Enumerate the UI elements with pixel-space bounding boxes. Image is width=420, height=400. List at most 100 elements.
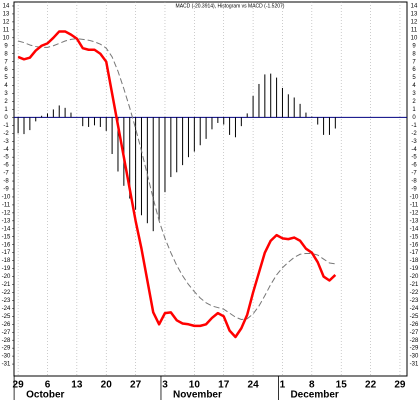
y-tick-label: 1 [4,107,8,113]
x-tick-label: 8 [309,380,315,391]
y-tick-label-right: -18 [410,258,419,264]
y-tick-label-right: 1 [412,107,416,113]
y-tick-label-right: -13 [410,218,419,224]
x-tick-label: 15 [336,380,348,391]
y-tick-label-right: -22 [410,290,419,296]
y-tick-label: -26 [2,322,11,328]
x-tick-label: 22 [365,380,377,391]
y-tick-label-right: -12 [410,210,419,216]
y-tick-label-right: -9 [411,187,417,193]
y-tick-label: 14 [3,4,10,10]
y-tick-label: -24 [2,306,11,312]
y-tick-label: 7 [4,59,8,65]
y-tick-label: 2 [4,99,8,105]
x-tick-label: 13 [71,380,83,391]
y-tick-label: -16 [2,242,11,248]
chart-title: MACD (-20.3914), Histogram vs MACD (-1.5… [176,3,285,9]
x-tick-label: 3 [162,380,168,391]
y-tick-label-right: 6 [412,67,416,73]
y-tick-label-right: -24 [410,306,419,312]
y-tick-label-right: 8 [412,51,416,57]
y-tick-label-right: -31 [410,362,419,368]
y-tick-label-right: 7 [412,59,416,65]
y-tick-label-right: -7 [411,171,417,177]
y-tick-label: -14 [2,226,11,232]
y-tick-label-right: -29 [410,346,419,352]
y-tick-label: -5 [3,155,9,161]
y-tick-label: -19 [2,266,11,272]
y-tick-label: -11 [2,202,11,208]
y-tick-label-right: -23 [410,298,419,304]
y-tick-label-right: -21 [410,282,419,288]
y-tick-label-right: -25 [410,314,419,320]
y-tick-label: -30 [2,354,11,360]
y-tick-label-right: 13 [411,12,418,18]
y-tick-label-right: -1 [411,123,417,129]
y-tick-label: -22 [2,290,11,296]
y-tick-label: -25 [2,314,11,320]
y-tick-label: 12 [3,19,10,25]
y-tick-label-right: -26 [410,322,419,328]
y-tick-label-right: -3 [411,139,417,145]
y-tick-label: 13 [3,12,10,18]
y-tick-label: 10 [3,35,10,41]
y-tick-label: 5 [4,75,8,81]
y-tick-label-right: -14 [410,226,419,232]
y-tick-label-right: 0 [412,115,416,121]
y-tick-label-right: 14 [411,4,418,10]
month-label: October [26,390,64,400]
signal-line [17,38,336,321]
y-tick-label: -2 [3,131,9,137]
y-tick-label: -8 [3,179,9,185]
y-tick-label: -15 [2,234,11,240]
y-tick-label: -7 [3,171,9,177]
x-tick-label: 1 [280,380,286,391]
y-tick-label: -10 [2,195,11,201]
y-tick-label-right: 3 [412,91,416,97]
y-tick-label: -27 [2,330,11,336]
y-tick-label-right: 10 [411,35,418,41]
y-tick-label: -6 [3,163,9,169]
y-tick-label: -21 [2,282,11,288]
y-tick-label: -18 [2,258,11,264]
y-tick-label: 11 [3,27,10,33]
y-tick-label: -17 [2,250,11,256]
y-tick-label: -28 [2,338,11,344]
y-tick-label-right: 2 [412,99,416,105]
y-tick-label-right: -19 [410,266,419,272]
y-tick-label: -31 [2,362,11,368]
y-tick-label-right: -27 [410,330,419,336]
y-tick-label-right: 5 [412,75,416,81]
y-tick-label-right: -5 [411,155,417,161]
y-tick-label-right: -20 [410,274,419,280]
y-tick-label: -9 [3,187,9,193]
y-tick-label: 8 [4,51,8,57]
y-tick-label: -1 [3,123,9,129]
y-tick-label: 0 [4,115,8,121]
y-tick-label: 6 [4,67,8,73]
y-tick-label: -29 [2,346,11,352]
y-tick-label-right: -28 [410,338,419,344]
y-tick-label: 9 [4,43,8,49]
y-tick-label-right: -30 [410,354,419,360]
y-tick-label-right: -2 [411,131,417,137]
month-label: November [173,390,222,400]
x-tick-label: 20 [101,380,113,391]
x-tick-label: 10 [189,380,201,391]
y-tick-label-right: -15 [410,234,419,240]
y-tick-label-right: -17 [410,250,419,256]
y-tick-label: -4 [3,147,9,153]
y-tick-label-right: 12 [411,19,418,25]
y-tick-label: -13 [2,218,11,224]
y-tick-label-right: 4 [412,83,416,89]
y-tick-label-right: 11 [411,27,418,33]
y-tick-label: -3 [3,139,9,145]
x-tick-label: 27 [130,380,142,391]
x-tick-label: 17 [218,380,230,391]
y-tick-label-right: -4 [411,147,417,153]
y-tick-label-right: -16 [410,242,419,248]
y-tick-label-right: -8 [411,179,417,185]
x-tick-label: 29 [394,380,406,391]
macd-line [17,30,337,339]
